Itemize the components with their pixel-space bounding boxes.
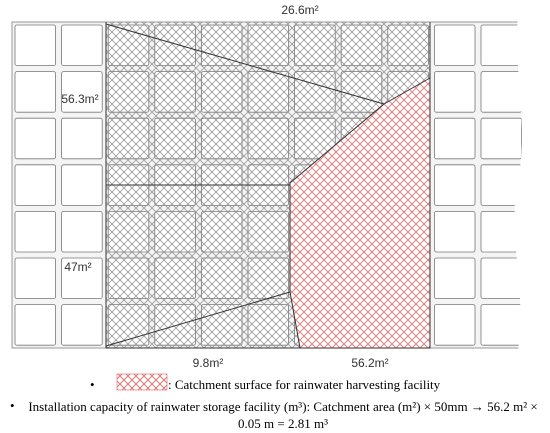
legend-swatch <box>116 373 168 391</box>
site-plan: 26.6m² 56.3m² 47m² 9.8m² 56.2m² <box>11 3 522 391</box>
grid-cell <box>61 257 103 299</box>
grid-cell <box>433 304 476 346</box>
area-label: 56.3m² <box>61 92 98 106</box>
note-text: Installation capacity of rainwater stora… <box>28 399 538 431</box>
grid-cell <box>480 117 522 160</box>
area-label: 56.2m² <box>351 356 388 370</box>
area-label: 9.8m² <box>193 356 224 370</box>
area-label: 26.6m² <box>281 3 318 17</box>
grid-cell <box>14 164 56 206</box>
grid-cell <box>433 164 476 206</box>
grid-cell <box>433 117 476 160</box>
grid-cell <box>480 71 522 113</box>
area-label: 47m² <box>64 260 91 274</box>
grid-cell <box>61 210 103 253</box>
grid-cell <box>14 24 56 66</box>
legend-text: : Catchment surface for rainwater harves… <box>168 377 441 392</box>
grid-cell <box>433 257 476 299</box>
bullet: • <box>10 398 15 413</box>
grid-cell <box>14 257 56 299</box>
grid-cell <box>480 257 522 299</box>
grid-cell <box>480 24 522 66</box>
grid-cell <box>61 117 103 160</box>
grid-cell <box>480 164 522 206</box>
grid-cell <box>61 71 103 113</box>
grid-cell <box>14 71 56 113</box>
grid-cell <box>61 304 103 346</box>
grid-cell <box>433 24 476 66</box>
catchment-area-red <box>290 78 430 348</box>
grid-cell <box>14 304 56 346</box>
grid-cell <box>433 210 476 253</box>
grid-cell <box>480 304 522 346</box>
grid-cell <box>61 24 103 66</box>
grid-cell <box>14 210 56 253</box>
bullet: • <box>90 377 95 392</box>
grid-cell <box>480 210 522 253</box>
boundary-lines <box>105 22 431 349</box>
grid-cell <box>14 117 56 160</box>
grid-cell <box>433 71 476 113</box>
grid-cell <box>61 164 103 206</box>
